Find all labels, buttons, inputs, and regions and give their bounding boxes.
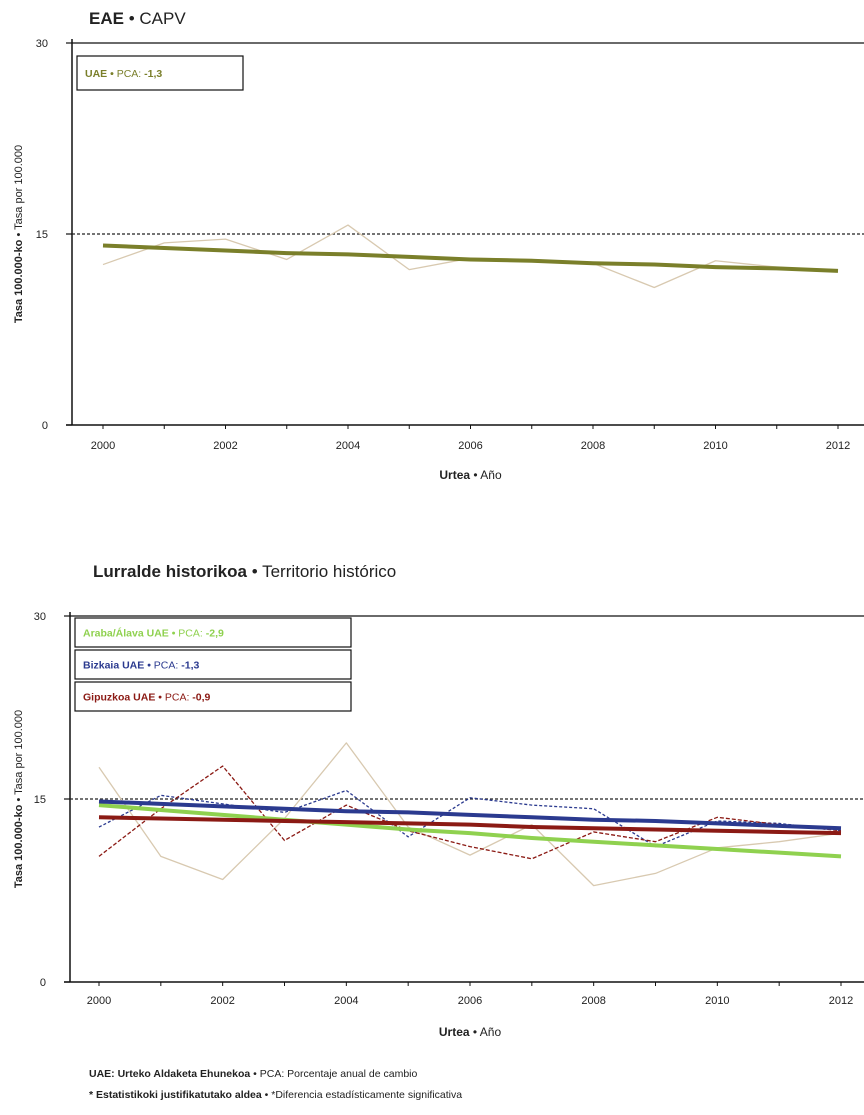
trend-line-eae <box>102 243 839 273</box>
x-tick-label: 2008 <box>581 995 605 1007</box>
x-axis-label-bold: Urtea <box>439 468 470 482</box>
x-tick-label: 2002 <box>213 440 237 452</box>
x-tick-label: 2002 <box>210 995 234 1007</box>
legend-label: UAE • PCA: -1,3 <box>85 68 162 80</box>
chart2-title-rest: Territorio histórico <box>262 562 397 581</box>
y-tick-label: 0 <box>40 977 46 989</box>
chart2-title-bold: Lurralde historikoa <box>93 562 247 581</box>
y-tick-label: 15 <box>34 794 46 806</box>
legend-label-rest: PCA: <box>154 660 181 672</box>
legend-label-bold: Araba/Álava UAE • <box>83 627 178 640</box>
footnote-uae: UAE: Urteko Aldaketa Ehunekoa • PCA: Por… <box>89 1068 418 1080</box>
trend-line-araba <box>98 803 842 859</box>
x-tick-label: 2006 <box>458 995 482 1007</box>
x-tick-label: 2008 <box>581 440 605 452</box>
y-axis-label: Tasa 100.000-ko • Tasa por 100.000 <box>13 145 25 323</box>
y-axis-label-bold: Tasa 100.000-ko <box>13 239 25 323</box>
y-axis-label-bold: Tasa 100.000-ko <box>13 804 25 888</box>
y-tick-label: 0 <box>42 420 48 432</box>
y-tick-label: 15 <box>36 229 48 241</box>
legend-label-rest: PCA: <box>117 68 144 80</box>
legend-item: Bizkaia UAE • PCA: -1,3 <box>74 649 352 680</box>
x-axis-label-bold: Urtea <box>439 1025 470 1039</box>
x-tick-label: 2000 <box>87 995 111 1007</box>
footnote-significance-rest: *Diferencia estadísticamente significati… <box>271 1089 463 1101</box>
legend-box <box>76 55 244 91</box>
x-tick-label: 2000 <box>91 440 115 452</box>
x-tick-label: 2004 <box>336 440 360 452</box>
trend-line-gipuzkoa <box>98 815 842 836</box>
eae-chart: 0 15 30 2000 2002 2004 2006 2008 2010 2012 UAE • P… <box>13 38 864 482</box>
legend-item: Araba/Álava UAE • PCA: -2,9 <box>74 617 352 648</box>
legend-label-bold: Bizkaia UAE • <box>83 660 154 672</box>
chart2-title: Lurralde historikoa • Territorio históri… <box>93 562 397 581</box>
y-tick-label: 30 <box>34 611 46 623</box>
x-axis-label: Urtea • Año <box>439 468 502 482</box>
legend-label-bold: UAE • <box>85 68 117 80</box>
legend-label-rest: PCA: <box>165 692 192 704</box>
footnote-uae-bold: UAE: Urteko Aldaketa Ehunekoa <box>89 1068 251 1080</box>
trend-line-bizkaia <box>98 799 842 831</box>
legend-value: -1,3 <box>144 68 162 80</box>
footnote-uae-rest: PCA: Porcentaje anual de cambio <box>259 1068 418 1080</box>
y-axis-label-rest: • Tasa por 100.000 <box>13 145 25 240</box>
legend-value: -0,9 <box>192 692 210 704</box>
chart1-title-rest: CAPV <box>139 9 186 28</box>
legend-label-bold: Gipuzkoa UAE • <box>83 692 165 704</box>
x-axis-label-rest: • Año <box>470 468 502 482</box>
territory-chart: 0 15 30 2000 2002 2004 2006 2008 2010 2012 Araba/Á… <box>13 611 864 1039</box>
chart1-title: EAE • CAPV <box>89 9 186 28</box>
legend-item: Gipuzkoa UAE • PCA: -0,9 <box>74 681 352 712</box>
y-axis-label-rest: • Tasa por 100.000 <box>13 710 25 805</box>
x-axis-label-rest: • Año <box>470 1025 502 1039</box>
legend-box <box>74 681 352 712</box>
legend-value: -1,3 <box>181 660 199 672</box>
legend-box <box>74 617 352 648</box>
x-tick-label: 2012 <box>829 995 853 1007</box>
x-tick-label: 2004 <box>334 995 358 1007</box>
x-axis-label: Urtea • Año <box>439 1025 502 1039</box>
legend-label-rest: PCA: <box>178 628 205 640</box>
legend-label: Bizkaia UAE • PCA: -1,3 <box>83 660 199 672</box>
observed-line-bizkaia <box>98 789 842 848</box>
footnote-significance: * Estatistikoki justifikatutako aldea • … <box>89 1089 463 1101</box>
legend-value: -2,9 <box>206 628 224 640</box>
x-tick-label: 2010 <box>705 995 729 1007</box>
chart1-title-bold: EAE <box>89 9 124 28</box>
legend-box <box>74 649 352 680</box>
x-tick-label: 2012 <box>826 440 850 452</box>
legend-label: Gipuzkoa UAE • PCA: -0,9 <box>83 692 211 704</box>
legend-label: Araba/Álava UAE • PCA: -2,9 <box>83 627 224 640</box>
y-tick-label: 30 <box>36 38 48 50</box>
legend-item: UAE • PCA: -1,3 <box>76 55 244 91</box>
observed-line-gipuzkoa <box>98 765 842 860</box>
footnote-significance-bold: * Estatistikoki justifikatutako aldea <box>89 1089 262 1101</box>
x-tick-label: 2010 <box>703 440 727 452</box>
y-axis-label: Tasa 100.000-ko • Tasa por 100.000 <box>13 710 25 888</box>
x-tick-label: 2006 <box>458 440 482 452</box>
